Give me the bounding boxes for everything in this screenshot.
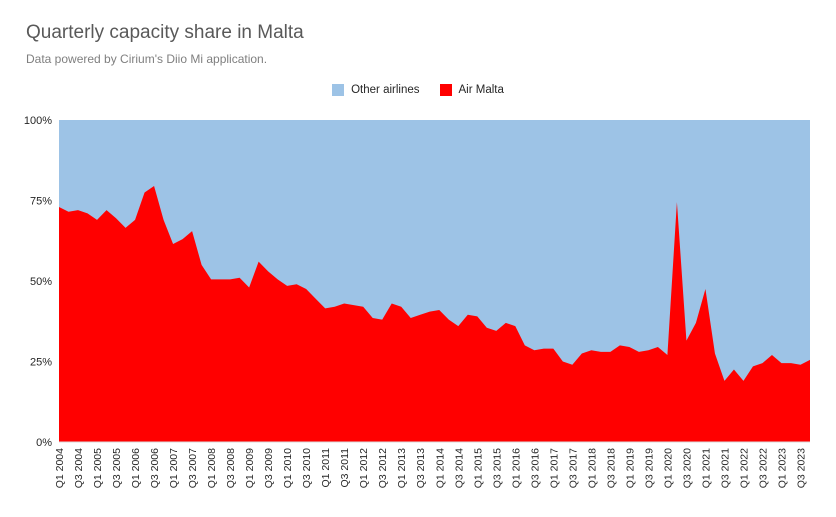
x-tick-label: Q1 2010 bbox=[282, 448, 294, 488]
x-tick-label: Q3 2005 bbox=[111, 448, 123, 488]
legend-label-other-airlines: Other airlines bbox=[351, 84, 420, 96]
x-tick-label: Q3 2019 bbox=[643, 448, 655, 488]
x-tick-label: Q1 2007 bbox=[168, 448, 180, 488]
x-tick-label: Q1 2006 bbox=[130, 448, 142, 488]
x-tick-label: Q1 2009 bbox=[244, 448, 256, 488]
x-tick-label: Q3 2016 bbox=[529, 448, 541, 488]
x-tick-label: Q3 2012 bbox=[377, 448, 389, 488]
x-tick-label: Q1 2014 bbox=[434, 448, 446, 488]
x-tick-label: Q3 2006 bbox=[149, 448, 161, 488]
x-tick-label: Q1 2018 bbox=[586, 448, 598, 488]
x-tick-label: Q1 2016 bbox=[510, 448, 522, 488]
x-tick-label: Q1 2008 bbox=[206, 448, 218, 488]
x-tick-label: Q1 2005 bbox=[92, 448, 104, 488]
x-tick-label: Q3 2007 bbox=[187, 448, 199, 488]
x-tick-label: Q3 2004 bbox=[73, 448, 85, 488]
x-tick-label: Q3 2017 bbox=[567, 448, 579, 488]
y-tick-label: 100% bbox=[24, 115, 52, 127]
x-tick-label: Q1 2017 bbox=[548, 448, 560, 488]
x-tick-label: Q3 2008 bbox=[225, 448, 237, 488]
legend-swatch-other-airlines bbox=[332, 84, 345, 96]
y-tick-label: 75% bbox=[30, 196, 52, 208]
legend-label-air-malta: Air Malta bbox=[458, 84, 504, 96]
x-tick-label: Q3 2009 bbox=[263, 448, 275, 488]
x-tick-label: Q1 2019 bbox=[624, 448, 636, 488]
x-tick-label: Q1 2023 bbox=[776, 448, 788, 488]
y-tick-label: 50% bbox=[30, 276, 52, 288]
x-tick-label: Q1 2012 bbox=[358, 448, 370, 488]
legend-item-air-malta: Air Malta bbox=[439, 84, 504, 96]
y-tick-label: 25% bbox=[30, 357, 52, 369]
x-tick-label: Q3 2015 bbox=[491, 448, 503, 488]
x-tick-label: Q3 2013 bbox=[415, 448, 427, 488]
chart-subtitle: Data powered by Cirium's Diio Mi applica… bbox=[26, 52, 268, 66]
x-tick-label: Q3 2011 bbox=[339, 448, 351, 488]
series-area-air-malta bbox=[59, 186, 810, 442]
x-tick-label: Q1 2015 bbox=[472, 448, 484, 488]
x-tick-label: Q3 2014 bbox=[453, 448, 465, 488]
x-tick-label: Q1 2011 bbox=[320, 448, 332, 488]
legend-item-other-airlines: Other airlines bbox=[332, 84, 420, 96]
x-tick-label: Q1 2021 bbox=[700, 448, 712, 488]
x-tick-label: Q3 2023 bbox=[795, 448, 807, 488]
x-tick-label: Q1 2004 bbox=[54, 448, 66, 488]
legend: Other airlines Air Malta bbox=[0, 84, 836, 96]
x-tick-label: Q3 2022 bbox=[757, 448, 769, 488]
x-tick-label: Q3 2010 bbox=[301, 448, 313, 488]
x-tick-label: Q1 2022 bbox=[738, 448, 750, 488]
x-tick-label: Q1 2020 bbox=[662, 448, 674, 488]
chart-title: Quarterly capacity share in Malta bbox=[26, 22, 304, 43]
x-tick-label: Q3 2018 bbox=[605, 448, 617, 488]
y-tick-label: 0% bbox=[36, 437, 52, 449]
x-tick-label: Q3 2021 bbox=[719, 448, 731, 488]
legend-swatch-air-malta bbox=[439, 84, 452, 96]
x-tick-label: Q1 2013 bbox=[396, 448, 408, 488]
x-tick-label: Q3 2020 bbox=[681, 448, 693, 488]
